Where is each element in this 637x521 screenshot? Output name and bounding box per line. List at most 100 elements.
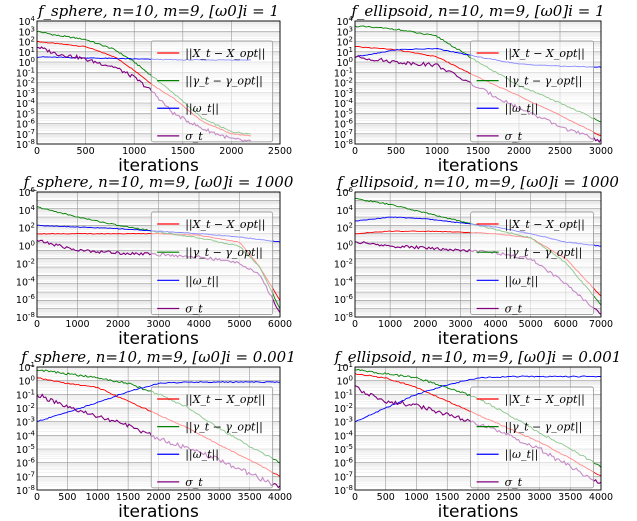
legend-entry: ||γ_t − γ_opt|| [505,421,583,435]
chart-panel-3: 0 1000 2000 3000 4000 5000 6000 10-8 10-6 10-4 10-… [16,173,294,349]
x-tick-label: 3500 [238,492,262,503]
y-tick-label: 10-4 [334,429,354,442]
x-tick-label: 2500 [177,492,201,503]
y-tick-label: 10-2 [16,257,35,270]
x-axis-label: iterations [118,502,199,521]
x-tick-label: 2000 [466,492,490,503]
x-tick-label: 1000 [122,146,146,157]
y-tick-label: 100 [336,375,353,388]
y-tick-label: 10-2 [334,257,353,270]
x-tick-label: 0 [352,492,358,503]
x-tick-label: 3000 [448,319,472,330]
legend-box [150,40,274,143]
legend-entry: σ_t [505,130,523,143]
y-tick-label: 10-4 [16,275,36,288]
y-tick-label: 102 [18,222,35,235]
legend-entry: σ_t [185,476,203,489]
x-tick-label: 3000 [207,492,231,503]
y-tick-label: 10-8 [334,484,353,497]
x-tick-label: 6000 [554,319,578,330]
x-tick-label: 0 [352,319,358,330]
legend-entry: ||ω_t|| [505,448,539,462]
legend-entry: ||ω_t|| [505,102,539,116]
x-tick-label: 1500 [116,492,140,503]
legend-entry: ||X_t − X_opt|| [185,218,265,232]
x-axis-label: iterations [438,329,519,349]
x-tick-label: 3000 [146,319,170,330]
x-tick-label: 1000 [86,492,110,503]
x-tick-label: 1000 [65,319,89,330]
x-tick-label: 1500 [435,492,459,503]
x-tick-label: 2500 [497,492,521,503]
legend-entry: σ_t [185,303,203,316]
x-tick-label: 0 [34,492,40,503]
chart-title: f_sphere, n=10, m=9, [ω0]i = 1000 [23,173,294,191]
legend-entry: ||γ_t − γ_opt|| [185,246,263,260]
x-axis-label: iterations [118,156,199,176]
y-tick-label: 10-6 [16,293,36,306]
x-tick-label: 2500 [268,146,292,157]
plot-frame [354,20,602,145]
y-tick-label: 102 [336,222,353,235]
legend-entry: ||X_t − X_opt|| [505,393,585,407]
x-tick-label: 0 [352,146,358,157]
y-tick-label: 104 [336,204,353,217]
x-tick-label: 4000 [589,492,613,503]
y-tick-label: 100 [18,375,35,388]
legend-entry: ||X_t − X_opt|| [185,47,265,61]
y-tick-label: 10-4 [16,429,36,442]
plot-frame [36,191,281,318]
series-line [355,375,601,423]
y-tick-label: 10-4 [334,275,354,288]
chart-title: f_sphere, n=10, m=9, [ω0]i = 1 [37,2,279,20]
x-tick-label: 0 [34,146,40,157]
x-tick-label: 2000 [219,146,243,157]
y-tick-label: 100 [336,240,353,253]
legend-box [470,386,594,489]
y-tick-label: 10-8 [334,311,353,324]
x-tick-label: 4000 [187,319,211,330]
x-tick-label: 2500 [548,146,572,157]
x-tick-label: 2000 [507,146,531,157]
y-tick-label: 10-7 [334,470,353,483]
chart-panel-4: 0 1000 2000 3000 4000 5000 6000 7000 10-8 10-6 10-… [334,173,619,349]
x-tick-label: 500 [377,492,395,503]
legend-box [150,386,274,489]
plot-frame [354,191,602,318]
x-axis-label: iterations [118,329,199,349]
legend-entry: ||ω_t|| [185,448,219,462]
x-tick-label: 2000 [146,492,170,503]
x-tick-label: 1000 [378,319,402,330]
y-tick-label: 10-7 [16,470,35,483]
x-tick-label: 6000 [268,319,292,330]
y-tick-label: 10-5 [16,443,35,456]
x-tick-label: 500 [58,492,76,503]
legend-entry: σ_t [185,130,203,143]
chart-title: f_ellipsoid, n=10, m=9, [ω0]i = 0.001 [334,348,622,366]
x-tick-label: 5000 [519,319,543,330]
y-tick-label: 10-8 [16,484,35,497]
x-tick-label: 2000 [413,319,437,330]
chart-title: f_ellipsoid, n=10, m=9, [ω0]i = 1 [350,2,604,20]
y-tick-label: 10-3 [16,416,35,429]
x-axis-label: iterations [438,156,519,176]
x-tick-label: 1000 [425,146,449,157]
x-tick-label: 2000 [106,319,130,330]
y-tick-label: 10-2 [16,402,35,415]
chart-panel-2: 0 500 1000 1500 2000 2500 300010-810-710-610-5… [334,2,613,176]
x-tick-label: 4000 [483,319,507,330]
chart-panel-6: 0 500 1000 1500 2000 2500 3000 3500 4000 10-810-7… [334,348,622,521]
y-tick-label: 10-3 [334,416,353,429]
legend-entry: ||ω_t|| [185,102,219,116]
plot-frame [354,366,602,491]
legend-entry: ||γ_t − γ_opt|| [505,246,583,260]
x-tick-label: 1000 [404,492,428,503]
plot-frame [36,20,281,145]
x-tick-label: 1500 [171,146,195,157]
y-tick-label: 10-5 [334,443,353,456]
series-line [37,381,280,423]
y-tick-label: 10-1 [16,388,35,401]
y-tick-label: 10-8 [16,311,35,324]
legend-entry: σ_t [505,476,523,489]
